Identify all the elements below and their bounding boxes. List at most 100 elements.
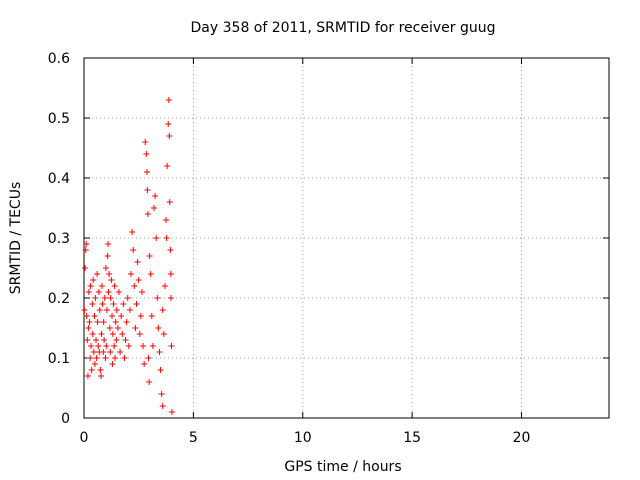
data-point bbox=[109, 313, 115, 319]
data-point bbox=[121, 355, 128, 361]
data-point bbox=[151, 205, 157, 211]
data-point bbox=[103, 307, 110, 313]
data-point bbox=[83, 241, 90, 247]
data-point bbox=[112, 319, 119, 325]
data-point bbox=[120, 301, 127, 307]
data-point bbox=[100, 349, 107, 355]
chart-title: Day 358 of 2011, SRMTID for receiver guu… bbox=[191, 20, 496, 36]
data-point bbox=[123, 319, 130, 325]
y-tick-label: 0.4 bbox=[48, 171, 70, 187]
data-point bbox=[159, 307, 166, 313]
grid-lines bbox=[84, 58, 609, 418]
x-tick-label: 10 bbox=[294, 430, 312, 446]
data-point bbox=[101, 337, 108, 343]
x-tick-label: 15 bbox=[403, 430, 421, 446]
y-tick-label: 0.6 bbox=[48, 51, 70, 67]
data-point bbox=[133, 301, 140, 307]
data-point bbox=[82, 247, 89, 253]
data-point bbox=[111, 343, 118, 349]
data-point bbox=[126, 307, 133, 313]
data-point bbox=[148, 313, 155, 319]
data-point bbox=[102, 355, 109, 361]
axis-ticks bbox=[83, 57, 609, 419]
data-point bbox=[105, 289, 112, 295]
data-point bbox=[113, 337, 120, 343]
data-point bbox=[166, 199, 173, 205]
data-point bbox=[160, 331, 167, 337]
data-point bbox=[135, 277, 142, 283]
data-point bbox=[137, 313, 144, 319]
data-point bbox=[106, 271, 113, 277]
data-point bbox=[161, 283, 168, 289]
data-point bbox=[97, 367, 104, 373]
data-point bbox=[122, 337, 129, 343]
data-point bbox=[154, 295, 161, 301]
data-point bbox=[130, 247, 137, 253]
y-tick-label: 0.2 bbox=[48, 291, 70, 307]
data-point bbox=[111, 283, 118, 289]
data-point bbox=[129, 229, 136, 235]
data-point bbox=[147, 271, 154, 277]
data-point bbox=[85, 325, 92, 331]
data-point bbox=[145, 355, 152, 361]
data-point bbox=[84, 337, 91, 343]
y-axis-label: SRMTID / TECUs bbox=[8, 182, 24, 295]
data-point bbox=[143, 151, 150, 157]
y-tick-label: 0.5 bbox=[48, 111, 70, 127]
data-point bbox=[163, 217, 170, 223]
data-point bbox=[96, 307, 103, 313]
data-points bbox=[81, 97, 175, 415]
data-point bbox=[112, 355, 119, 361]
plot-frame bbox=[83, 57, 610, 419]
data-point bbox=[140, 343, 147, 349]
x-axis-label: GPS time / hours bbox=[284, 459, 401, 475]
y-tick-labels: 0 0.1 0.2 0.3 0.4 0.5 0.6 bbox=[48, 51, 70, 427]
data-point bbox=[103, 343, 110, 349]
data-point bbox=[144, 169, 150, 175]
data-point bbox=[141, 361, 148, 367]
data-point bbox=[164, 163, 171, 169]
data-point bbox=[93, 337, 100, 343]
data-point bbox=[105, 241, 112, 247]
data-point bbox=[88, 343, 94, 349]
data-point bbox=[98, 373, 105, 379]
data-point bbox=[124, 295, 131, 301]
data-point bbox=[108, 277, 115, 283]
data-point bbox=[153, 235, 160, 241]
data-point bbox=[138, 289, 145, 295]
data-point bbox=[128, 271, 135, 277]
data-point bbox=[157, 367, 164, 373]
data-point bbox=[167, 271, 174, 277]
data-point bbox=[113, 307, 120, 313]
data-point bbox=[114, 325, 121, 331]
data-point bbox=[82, 265, 89, 271]
data-point bbox=[118, 313, 125, 319]
data-point bbox=[90, 349, 97, 355]
data-point bbox=[86, 319, 93, 325]
data-point bbox=[165, 121, 172, 127]
data-point bbox=[87, 355, 94, 361]
data-point bbox=[146, 253, 153, 259]
data-point bbox=[149, 343, 156, 349]
data-point bbox=[94, 271, 101, 277]
data-point bbox=[144, 187, 151, 193]
data-point bbox=[100, 319, 107, 325]
data-point bbox=[125, 343, 132, 349]
data-point bbox=[168, 409, 175, 415]
data-point bbox=[142, 139, 149, 145]
y-tick-label: 0.1 bbox=[48, 351, 70, 367]
x-tick-labels: 0 5 10 15 20 bbox=[80, 430, 531, 446]
data-point bbox=[98, 331, 105, 337]
y-tick-label: 0.3 bbox=[48, 231, 70, 247]
data-point bbox=[119, 331, 126, 337]
x-tick-label: 20 bbox=[513, 430, 531, 446]
data-point bbox=[104, 253, 111, 259]
data-point bbox=[95, 289, 102, 295]
data-point bbox=[107, 349, 114, 355]
data-point bbox=[84, 373, 91, 379]
data-point bbox=[144, 211, 151, 217]
data-point bbox=[146, 379, 153, 385]
y-tick-label: 0 bbox=[61, 411, 70, 427]
data-point bbox=[168, 343, 175, 349]
